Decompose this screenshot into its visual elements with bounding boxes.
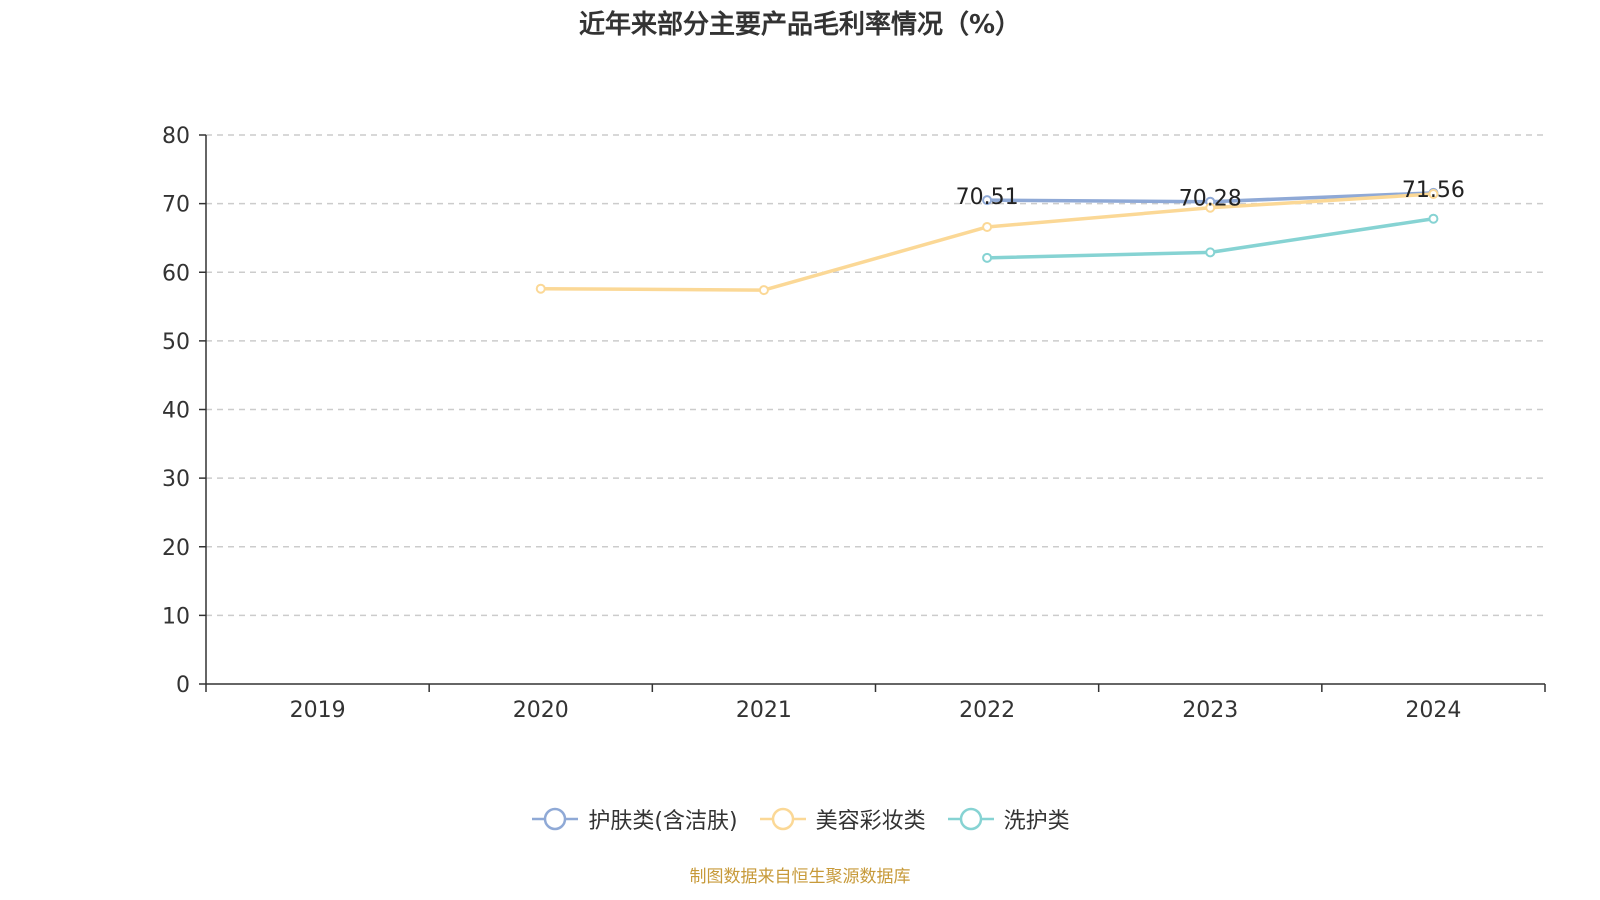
source-note: 制图数据来自恒生聚源数据库 [689,867,911,887]
gridlines [206,134,1545,617]
data-label: 71.56 [1402,178,1465,203]
data-labels: 70.51 70.28 71.56 [956,178,1465,212]
series-1 [535,189,1439,296]
data-label: 70.28 [1179,187,1242,212]
data-point [1428,213,1439,224]
series-lines [535,187,1439,296]
y-tick-label: 80 [162,124,190,149]
legend-marker-icon [947,807,994,831]
y-tick-label: 30 [162,467,190,492]
axes: 0 10 20 30 40 50 60 70 80 2019 2020 2021 2022 2023 202… [162,124,1546,723]
data-point [982,252,993,263]
legend-item[interactable]: 洗护类 [946,803,1070,835]
data-point [535,283,546,294]
data-point [1205,202,1216,213]
y-tick-label: 40 [162,399,190,424]
legend-label: 洗护类 [1003,809,1070,834]
legend: 护肤类(含洁肤) 美容彩妆类 洗护类 [0,803,1600,835]
data-label: 70.51 [956,185,1019,210]
legend-item[interactable]: 美容彩妆类 [758,803,926,835]
y-tick-label: 0 [176,673,190,698]
series-2 [982,213,1439,263]
y-tick-label: 20 [162,536,190,561]
legend-label: 美容彩妆类 [815,809,926,834]
data-point [1205,247,1216,258]
y-tick-label: 70 [162,193,190,218]
x-tick-label: 2020 [513,698,569,723]
data-point [1428,189,1439,200]
x-tick-label: 2019 [290,698,346,723]
x-tick-label: 2021 [736,698,792,723]
legend-label: 护肤类(含洁肤) [588,809,738,834]
x-tick-label: 2022 [959,698,1015,723]
data-point [982,195,993,206]
legend-marker-icon [759,807,806,831]
chart-title: 近年来部分主要产品毛利率情况（%） [578,10,1022,40]
data-point [758,285,769,296]
y-tick-label: 10 [162,604,190,629]
x-tick-label: 2024 [1405,698,1461,723]
y-tick-label: 60 [162,261,190,286]
data-point [982,221,993,232]
x-tick-label: 2023 [1182,698,1238,723]
y-tick-label: 50 [162,330,190,355]
legend-item[interactable]: 护肤类(含洁肤) [530,803,738,835]
legend-marker-icon [532,807,579,831]
